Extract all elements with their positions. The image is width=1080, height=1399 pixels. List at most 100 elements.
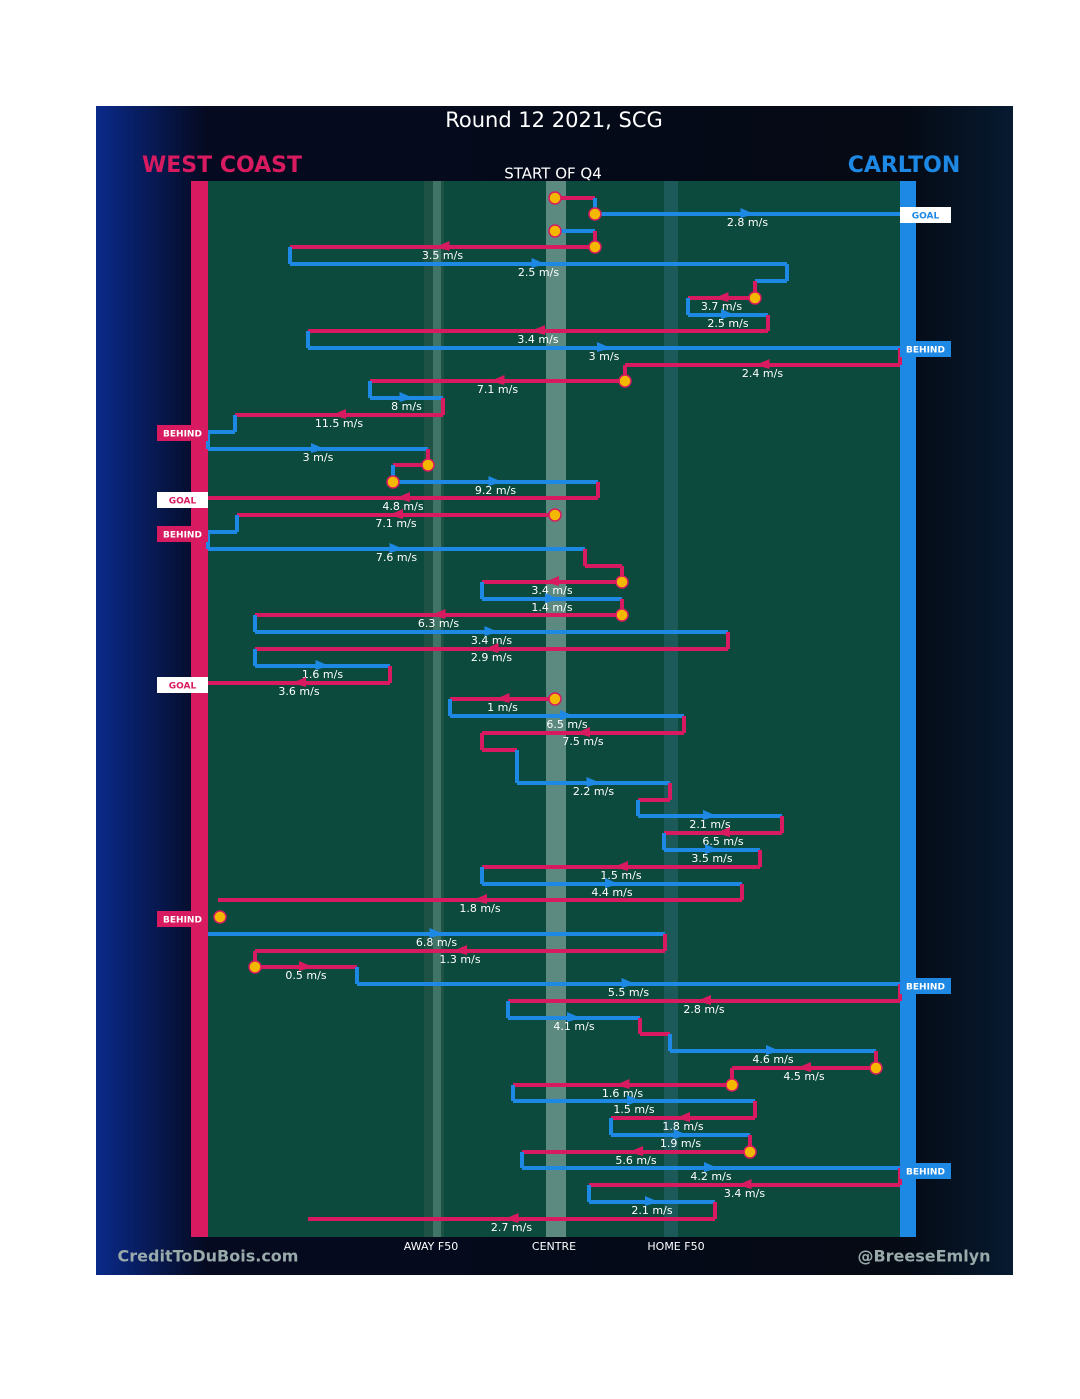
right-goal-bar: [900, 181, 916, 1237]
possession-dot: [548, 224, 562, 238]
speed-label: 1 m/s: [487, 701, 518, 714]
speed-label: 7.1 m/s: [477, 383, 518, 396]
possession-dot: [618, 374, 632, 388]
arrow: [429, 928, 444, 938]
speed-label: 6.5 m/s: [702, 835, 743, 848]
speed-label: 3.4 m/s: [471, 634, 512, 647]
possession-dot: [548, 692, 562, 706]
speed-label: 2.1 m/s: [631, 1204, 672, 1217]
speed-label: 2.5 m/s: [707, 317, 748, 330]
arrow: [621, 978, 636, 988]
arrow: [605, 878, 619, 888]
arrow: [721, 309, 735, 319]
speed-label: 6.5 m/s: [546, 718, 587, 731]
arrow: [484, 626, 499, 636]
speed-label: 5.5 m/s: [608, 986, 649, 999]
arrow: [586, 777, 601, 787]
speed-label: 3.7 m/s: [701, 300, 742, 313]
speed-label: 4.8 m/s: [382, 500, 423, 513]
speed-label: 7.6 m/s: [376, 551, 417, 564]
outcome-box: [157, 911, 208, 927]
arrow: [490, 375, 505, 385]
outcome-label: BEHIND: [163, 531, 202, 541]
speed-label: 1.8 m/s: [459, 902, 500, 915]
speed-label: 7.5 m/s: [562, 735, 603, 748]
outcome-box: [157, 492, 208, 508]
arrow: [453, 945, 467, 955]
arrow: [615, 1079, 630, 1089]
speed-label: 3 m/s: [589, 350, 620, 363]
arrow: [484, 643, 499, 653]
arrow: [311, 443, 325, 453]
arrow: [697, 995, 711, 1005]
arrow: [389, 509, 403, 519]
possession-dot: [725, 1078, 739, 1092]
arrow: [567, 1012, 581, 1022]
speed-label: 1.5 m/s: [613, 1103, 654, 1116]
outcome-label: GOAL: [169, 497, 197, 507]
possession-dot: [548, 191, 562, 205]
speed-label: 2.7 m/s: [491, 1221, 532, 1234]
arrow: [597, 342, 611, 352]
possession-dot: [548, 508, 562, 522]
speed-label: 2.4 m/s: [742, 367, 783, 380]
outcome-label: GOAL: [912, 212, 940, 222]
arrow: [495, 693, 510, 703]
outcome-label: GOAL: [169, 682, 197, 692]
speed-label: 6.8 m/s: [416, 936, 457, 949]
arrow: [389, 543, 404, 553]
possession-dot: [743, 1145, 757, 1159]
outcome-box: [157, 677, 208, 693]
arrow: [545, 576, 559, 586]
home-f50-line: [664, 181, 678, 1237]
team-right: CARLTON: [848, 153, 961, 178]
arrow: [627, 1095, 641, 1105]
speed-label: 9.2 m/s: [475, 484, 516, 497]
arrow: [704, 1162, 718, 1172]
arrow: [531, 258, 546, 268]
arrow: [716, 827, 730, 837]
outcome-label: BEHIND: [163, 430, 202, 440]
speed-label: 2.2 m/s: [573, 785, 614, 798]
outcome-label: BEHIND: [906, 983, 945, 993]
speed-label: 0.5 m/s: [285, 969, 326, 982]
possession-dot: [615, 575, 629, 589]
arrow: [504, 1213, 519, 1223]
outcome-box: [900, 1163, 951, 1179]
outcome-box: [157, 526, 208, 542]
arrow: [435, 241, 450, 251]
arrow: [673, 1129, 688, 1139]
arrow: [531, 325, 545, 335]
speed-label: 2.1 m/s: [689, 818, 730, 831]
speed-label: 5.6 m/s: [615, 1154, 656, 1167]
outcome-box: [900, 341, 951, 357]
outcome-label: BEHIND: [163, 916, 202, 926]
speed-label: 3 m/s: [303, 451, 334, 464]
speed-label: 1.6 m/s: [602, 1087, 643, 1100]
arrow: [299, 961, 313, 971]
speed-label: 6.3 m/s: [418, 617, 459, 630]
arrow: [396, 492, 410, 502]
speed-label: 3.5 m/s: [422, 249, 463, 262]
speed-label: 1.5 m/s: [600, 869, 641, 882]
speed-label: 8 m/s: [391, 400, 422, 413]
away-f50-line: [433, 181, 441, 1237]
arrow: [488, 476, 503, 486]
outcome-box: [157, 425, 208, 441]
arrow: [315, 660, 330, 670]
outcome-label: BEHIND: [906, 1168, 945, 1178]
speed-label: 1.8 m/s: [662, 1120, 703, 1133]
arrow: [292, 677, 306, 687]
start-label: START OF Q4: [504, 165, 602, 183]
arrow: [560, 710, 574, 720]
arrow: [714, 292, 729, 302]
possession-dot: [213, 910, 227, 924]
speed-label: 4.1 m/s: [553, 1020, 594, 1033]
arrow: [705, 844, 719, 854]
possession-dot: [421, 458, 435, 472]
credit: @BreeseEmlyn: [857, 1247, 990, 1266]
possession-dot: [248, 960, 262, 974]
speed-label: 4.5 m/s: [783, 1070, 824, 1083]
left-goal-bar: [191, 181, 208, 1237]
credit: CreditToDuBois.com: [118, 1247, 299, 1266]
